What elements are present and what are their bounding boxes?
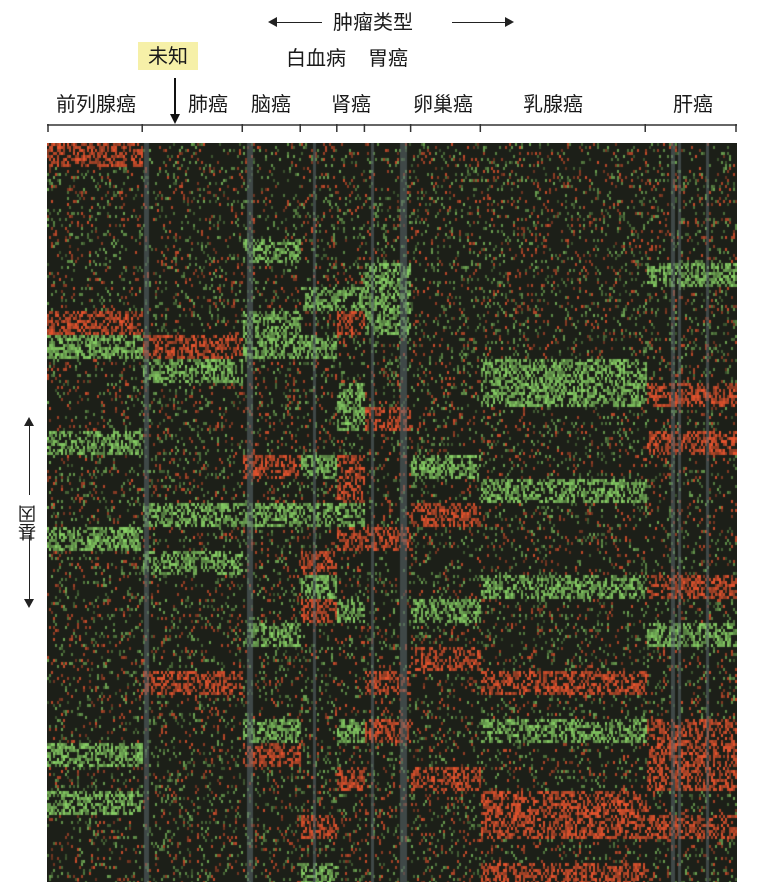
tumor-group-label: 卵巢癌 bbox=[413, 92, 473, 116]
tumor-group-label: 乳腺癌 bbox=[523, 92, 583, 116]
gene-axis-label: 基因 bbox=[18, 505, 39, 541]
tumor-group-label: 胃癌 bbox=[368, 46, 408, 70]
tumor-group-label: 肾癌 bbox=[331, 92, 371, 116]
tumor-group-label: 脑癌 bbox=[251, 92, 291, 116]
up-arrow-icon bbox=[24, 417, 34, 495]
down-arrow-icon bbox=[24, 535, 34, 608]
down-arrow-icon bbox=[170, 78, 180, 124]
heatmap bbox=[47, 143, 737, 882]
tumor-group-label: 肝癌 bbox=[673, 92, 713, 116]
right-arrow-icon bbox=[452, 17, 514, 27]
group-bracket bbox=[47, 124, 737, 132]
heatmap-canvas bbox=[47, 143, 737, 882]
tumor-group-label: 前列腺癌 bbox=[56, 92, 136, 116]
left-arrow-icon bbox=[268, 17, 322, 27]
unknown-label: 未知 bbox=[138, 42, 198, 70]
tumor-type-title: 肿瘤类型 bbox=[333, 10, 413, 34]
tumor-group-label: 肺癌 bbox=[188, 92, 228, 116]
tumor-group-label: 白血病 bbox=[286, 46, 346, 70]
